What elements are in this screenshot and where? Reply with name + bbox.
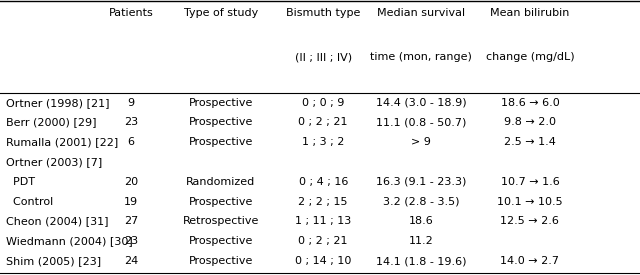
Text: 2 ; 2 ; 15: 2 ; 2 ; 15 [298, 197, 348, 207]
Text: 0 ; 14 ; 10: 0 ; 14 ; 10 [295, 256, 351, 266]
Text: (II ; III ; IV): (II ; III ; IV) [294, 52, 352, 62]
Text: 2.5 → 1.4: 2.5 → 1.4 [504, 137, 556, 147]
Text: Median survival: Median survival [377, 8, 465, 18]
Text: 12.5 → 2.6: 12.5 → 2.6 [500, 216, 559, 226]
Text: Prospective: Prospective [189, 98, 253, 108]
Text: change (mg/dL): change (mg/dL) [486, 52, 574, 62]
Text: 9.8 → 2.0: 9.8 → 2.0 [504, 117, 556, 127]
Text: 23: 23 [124, 117, 138, 127]
Text: 0 ; 2 ; 21: 0 ; 2 ; 21 [298, 117, 348, 127]
Text: Prospective: Prospective [189, 137, 253, 147]
Text: Randomized: Randomized [186, 177, 255, 187]
Text: Shim (2005) [23]: Shim (2005) [23] [6, 256, 102, 266]
Text: Patients: Patients [109, 8, 154, 18]
Text: Mean bilirubin: Mean bilirubin [490, 8, 570, 18]
Text: 18.6 → 6.0: 18.6 → 6.0 [500, 98, 559, 108]
Text: Rumalla (2001) [22]: Rumalla (2001) [22] [6, 137, 118, 147]
Text: Wiedmann (2004) [30]: Wiedmann (2004) [30] [6, 236, 133, 246]
Text: 11.1 (0.8 - 50.7): 11.1 (0.8 - 50.7) [376, 117, 467, 127]
Text: Berr (2000) [29]: Berr (2000) [29] [6, 117, 97, 127]
Text: 1 ; 11 ; 13: 1 ; 11 ; 13 [295, 216, 351, 226]
Text: 18.6: 18.6 [409, 216, 433, 226]
Text: 0 ; 2 ; 21: 0 ; 2 ; 21 [298, 236, 348, 246]
Text: > 9: > 9 [411, 137, 431, 147]
Text: 3.2 (2.8 - 3.5): 3.2 (2.8 - 3.5) [383, 197, 460, 207]
Text: 14.4 (3.0 - 18.9): 14.4 (3.0 - 18.9) [376, 98, 467, 108]
Text: Ortner (1998) [21]: Ortner (1998) [21] [6, 98, 110, 108]
Text: Type of study: Type of study [184, 8, 258, 18]
Text: 11.2: 11.2 [409, 236, 433, 246]
Text: 9: 9 [127, 98, 135, 108]
Text: Cheon (2004) [31]: Cheon (2004) [31] [6, 216, 109, 226]
Text: 6: 6 [128, 137, 134, 147]
Text: PDT: PDT [6, 177, 35, 187]
Text: time (mon, range): time (mon, range) [370, 52, 472, 62]
Text: Bismuth type: Bismuth type [286, 8, 360, 18]
Text: Prospective: Prospective [189, 256, 253, 266]
Text: Ortner (2003) [7]: Ortner (2003) [7] [6, 157, 102, 167]
Text: Control: Control [6, 197, 54, 207]
Text: 0 ; 0 ; 9: 0 ; 0 ; 9 [302, 98, 344, 108]
Text: 24: 24 [124, 256, 138, 266]
Text: 27: 27 [124, 216, 138, 226]
Text: Prospective: Prospective [189, 117, 253, 127]
Text: 23: 23 [124, 236, 138, 246]
Text: 20: 20 [124, 177, 138, 187]
Text: 0 ; 4 ; 16: 0 ; 4 ; 16 [298, 177, 348, 187]
Text: 16.3 (9.1 - 23.3): 16.3 (9.1 - 23.3) [376, 177, 467, 187]
Text: 10.7 → 1.6: 10.7 → 1.6 [500, 177, 559, 187]
Text: Prospective: Prospective [189, 197, 253, 207]
Text: 1 ; 3 ; 2: 1 ; 3 ; 2 [302, 137, 344, 147]
Text: 19: 19 [124, 197, 138, 207]
Text: 14.0 → 2.7: 14.0 → 2.7 [500, 256, 559, 266]
Text: Retrospective: Retrospective [182, 216, 259, 226]
Text: 14.1 (1.8 - 19.6): 14.1 (1.8 - 19.6) [376, 256, 467, 266]
Text: 10.1 → 10.5: 10.1 → 10.5 [497, 197, 563, 207]
Text: Prospective: Prospective [189, 236, 253, 246]
